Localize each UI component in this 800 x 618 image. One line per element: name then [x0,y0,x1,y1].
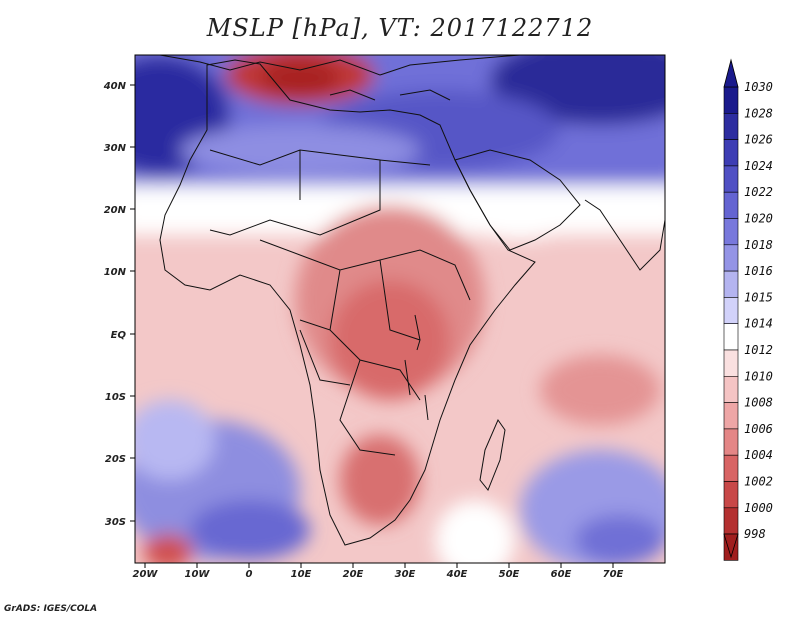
lat-tick: 10N [104,267,135,278]
colorbar-label: 1030 [744,80,773,94]
colorbar-label: 1010 [744,369,773,383]
colorbar-swatch [723,165,739,193]
colorbar-min-arrow [723,533,739,559]
lon-tick: 20W [133,563,159,580]
colorbar-swatch [723,454,739,482]
lon-tick-label: 50E [499,569,520,580]
borders-central [259,239,471,456]
colorbar-swatch [723,270,739,298]
lat-tick-label: EQ [111,330,127,341]
lon-tick-label: 60E [551,569,572,580]
colorbar-label: 1004 [744,448,773,462]
lon-tick: 30E [395,563,416,580]
colorbar-swatch [723,218,739,246]
lon-tick-label: 20E [343,569,364,580]
lon-tick: 10W [185,563,211,580]
lon-tick: 60E [551,563,572,580]
colorbar-swatch [723,191,739,219]
colorbar-label: 1015 [744,290,773,304]
colorbar-label: 1024 [744,159,773,173]
lon-tick: 50E [499,563,520,580]
colorbar-label: 1006 [744,422,773,436]
lat-tick: EQ [111,330,135,341]
madagascar-coastline [479,418,506,491]
lat-tick: 30S [105,517,135,528]
colorbar-label: 1000 [744,501,773,515]
colorbar-label: 1028 [744,106,773,120]
colorbar: 1030 1028 1026 1024 1022 1020 1018 1016 1015 1014… [723,58,773,561]
colorbar-label: 1016 [744,264,773,278]
colorbar-label: 1002 [744,475,773,489]
lat-tick-label: 20S [105,454,126,465]
colorbar-label: 1018 [744,238,773,252]
lakes [404,314,429,421]
latitude-axis: 40N 30N 20N 10N EQ 10S 20S 30S [103,81,135,528]
plot-frame [134,54,666,564]
coastlines [159,55,665,546]
colorbar-label: 998 [744,527,766,541]
africa-coastline [159,59,536,546]
colorbar-swatch [723,428,739,456]
colorbar-label: 1014 [744,317,773,331]
lon-tick-label: 40E [446,569,468,580]
pressure-field [135,55,665,563]
colorbar-label: 1020 [744,212,773,226]
lon-tick-label: 70E [603,569,624,580]
europe-coastline [159,55,521,101]
lat-tick: 40N [103,81,135,92]
colorbar-label: 1026 [744,133,773,147]
longitude-axis: 20W 10W 0 10E 20E 30E 40E 50E 60E 70E [133,563,624,580]
arabia-coastline [454,149,581,251]
map-title: MSLP [hPa], VT: 2017122712 [206,14,594,42]
colorbar-label: 1012 [744,343,773,357]
lat-tick: 30N [104,143,135,154]
colorbar-swatch [723,297,739,324]
colorbar-swatch [723,323,739,351]
lon-tick-label: 10E [291,569,312,580]
lon-tick: 10E [291,563,312,580]
grads-credit: GrADS: IGES/COLA [4,604,98,614]
colorbar-swatch [723,139,739,167]
india-coastline [584,199,665,271]
lat-tick-label: 30S [105,517,126,528]
colorbar-label: 1008 [744,396,773,410]
lon-tick-label: 10W [185,569,211,580]
lat-tick-label: 20N [104,205,127,216]
colorbar-swatch [723,244,739,272]
lat-tick: 10S [105,392,135,403]
lon-tick-label: 20W [133,569,159,580]
borders-north [209,149,431,236]
lon-tick: 0 [246,563,253,580]
colorbar-label: 1022 [744,185,773,199]
colorbar-swatch [723,402,739,430]
lat-tick-label: 30N [104,143,127,154]
lon-tick-label: 30E [395,569,416,580]
lon-tick: 70E [603,563,624,580]
lat-tick-label: 10N [104,267,127,278]
lat-tick: 20S [105,454,135,465]
lat-tick: 20N [104,205,135,216]
lon-tick-label: 0 [246,569,253,580]
colorbar-max-arrow [723,58,739,88]
lat-tick-label: 10S [105,392,126,403]
colorbar-swatch [723,375,739,403]
colorbar-swatch [723,507,739,535]
colorbar-swatch [723,113,739,140]
lat-tick-label: 40N [103,81,127,92]
colorbar-swatch [723,349,739,377]
lon-tick: 40E [446,563,468,580]
lon-tick: 20E [343,563,364,580]
colorbar-swatch [723,481,739,509]
colorbar-swatch [723,86,739,114]
